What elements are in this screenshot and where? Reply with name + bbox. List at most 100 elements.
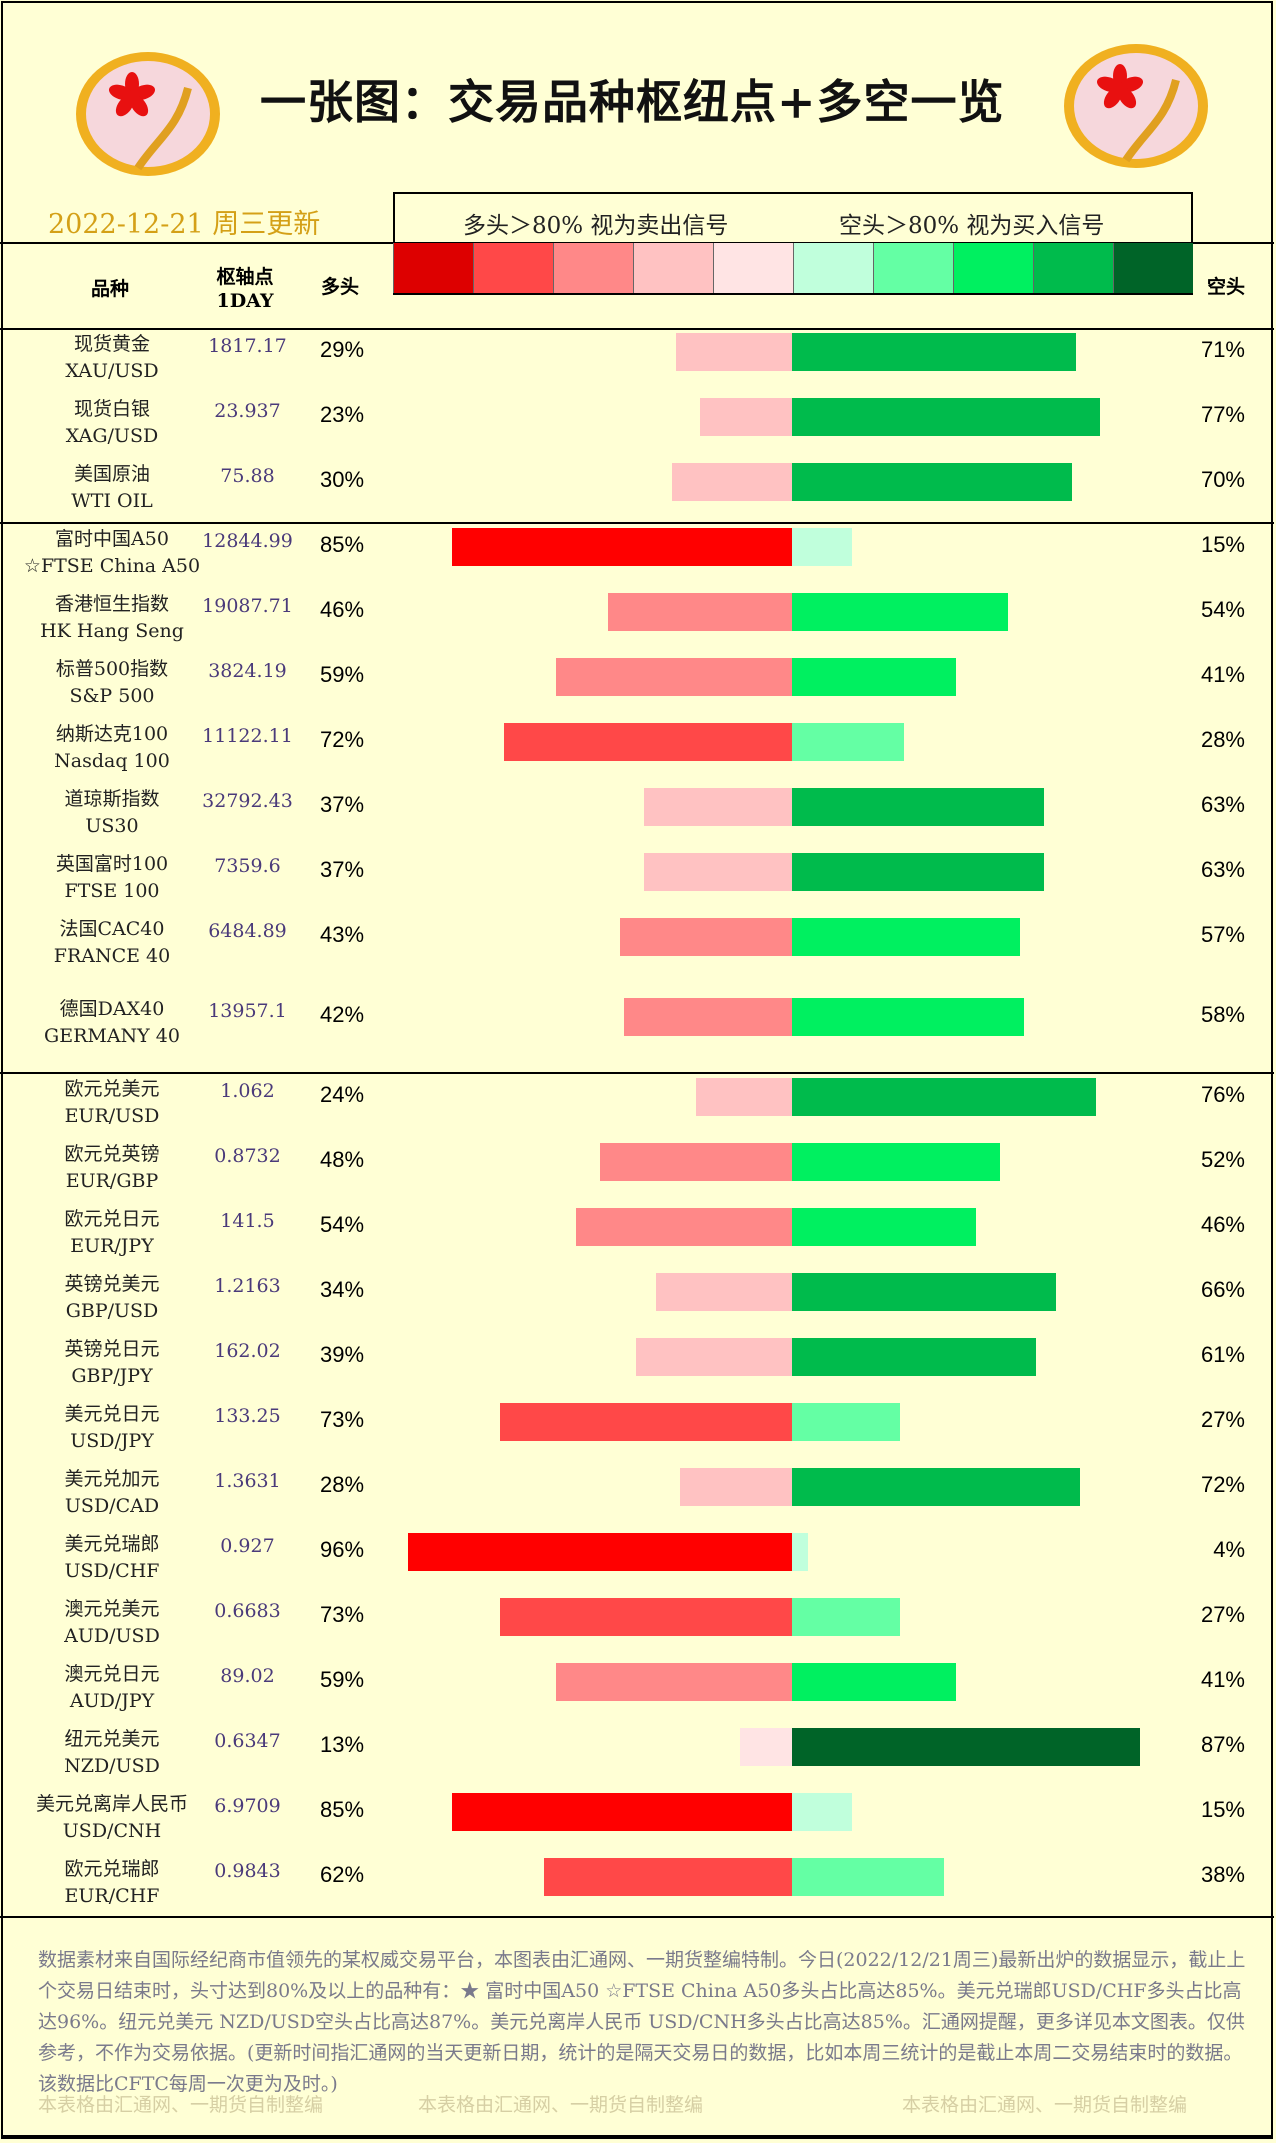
- name-en: AUD/USD: [64, 1625, 160, 1647]
- long-bar: [676, 333, 792, 371]
- pivot-value: 1.062: [220, 1080, 275, 1102]
- instrument-name: 澳元兑美元 AUD/USD: [22, 1596, 202, 1657]
- col-header-pivot-sub: 1DAY: [216, 290, 274, 312]
- pivot-value: 6484.89: [208, 920, 287, 942]
- legend-short-signal: 空头＞80% 视为买入信号: [839, 213, 1105, 239]
- long-percent: 59%: [320, 1667, 365, 1692]
- table-row: 标普500指数 S&P 500 3824.19 59% 41%: [0, 654, 1274, 719]
- pivot-value: 11122.11: [202, 725, 293, 747]
- credit-text: 本表格由汇通网、一期货自制整编: [902, 2094, 1188, 2116]
- instrument-name: 德国DAX40 GERMANY 40: [22, 996, 202, 1072]
- short-bar: [792, 1598, 900, 1636]
- long-percent: 39%: [320, 1342, 365, 1367]
- table-row: 欧元兑瑞郎 EUR/CHF 0.9843 62% 38%: [0, 1854, 1274, 1919]
- scale-swatch: [633, 243, 713, 293]
- long-bar: [620, 918, 792, 956]
- col-header-pivot: 枢轴点: [216, 266, 274, 288]
- pivot-value: 12844.99: [202, 530, 293, 552]
- long-bar: [556, 658, 792, 696]
- long-percent: 96%: [320, 1537, 365, 1562]
- group-divider: [0, 522, 1274, 524]
- name-en: S&P 500: [69, 685, 155, 707]
- instrument-name: 欧元兑美元 EUR/USD: [22, 1076, 202, 1137]
- table-row: 美国原油 WTI OIL 75.88 30% 70%: [0, 459, 1274, 524]
- short-bar: [792, 1403, 900, 1441]
- pivot-value: 0.6683: [214, 1600, 281, 1622]
- logo-left: [76, 52, 220, 176]
- scale-swatch: [1033, 243, 1113, 293]
- pivot-value: 75.88: [220, 465, 275, 487]
- name-cn: 现货黄金: [73, 333, 150, 355]
- name-en: USD/CNH: [62, 1820, 162, 1842]
- instrument-name: 法国CAC40 FRANCE 40: [22, 916, 202, 992]
- instrument-name: 美国原油 WTI OIL: [22, 461, 202, 522]
- short-percent: 27%: [1200, 1407, 1245, 1432]
- instrument-name: 欧元兑日元 EUR/JPY: [22, 1206, 202, 1267]
- name-en: ☆FTSE China A50: [23, 555, 201, 577]
- long-bar: [500, 1403, 792, 1441]
- long-percent: 37%: [320, 792, 365, 817]
- short-percent: 27%: [1200, 1602, 1245, 1627]
- name-cn: 富时中国A50: [55, 528, 169, 550]
- name-cn: 欧元兑日元: [64, 1208, 160, 1230]
- name-cn: 纽元兑美元: [64, 1728, 160, 1750]
- long-percent: 85%: [320, 1797, 365, 1822]
- name-en: US30: [85, 815, 139, 837]
- long-bar: [452, 528, 792, 566]
- long-percent: 72%: [320, 727, 365, 752]
- name-en: NZD/USD: [64, 1755, 160, 1777]
- footer-note: 数据素材来自国际经纪商市值领先的某权威交易平台，本图表由汇通网、一期货整编特制。…: [38, 1949, 1246, 2095]
- short-percent: 4%: [1213, 1537, 1245, 1562]
- color-scale: [393, 243, 1193, 295]
- short-bar: [792, 463, 1072, 501]
- name-cn: 英镑兑美元: [64, 1273, 160, 1295]
- table-row: 美元兑加元 USD/CAD 1.3631 28% 72%: [0, 1464, 1274, 1529]
- long-percent: 24%: [320, 1082, 365, 1107]
- col-header-long: 多头: [320, 276, 359, 298]
- short-percent: 63%: [1200, 792, 1245, 817]
- short-percent: 72%: [1200, 1472, 1245, 1497]
- long-percent: 73%: [320, 1602, 365, 1627]
- name-cn: 美元兑离岸人民币: [35, 1793, 188, 1815]
- long-bar: [656, 1273, 792, 1311]
- short-bar: [792, 1338, 1036, 1376]
- pivot-value: 0.6347: [214, 1730, 281, 1752]
- pivot-value: 1.2163: [214, 1275, 281, 1297]
- short-percent: 41%: [1200, 662, 1245, 687]
- long-percent: 28%: [320, 1472, 365, 1497]
- name-cn: 法国CAC40: [59, 918, 165, 940]
- short-percent: 46%: [1200, 1212, 1245, 1237]
- instrument-name: 富时中国A50 ☆FTSE China A50: [22, 526, 202, 588]
- long-bar: [644, 853, 792, 891]
- credit-text: 本表格由汇通网、一期货自制整编: [38, 2094, 324, 2116]
- long-percent: 13%: [320, 1732, 365, 1757]
- legend-long-signal: 多头＞80% 视为卖出信号: [463, 213, 729, 239]
- pivot-value: 141.5: [220, 1210, 275, 1232]
- short-percent: 38%: [1200, 1862, 1245, 1887]
- table-row: 美元兑日元 USD/JPY 133.25 73% 27%: [0, 1399, 1274, 1464]
- long-percent: 48%: [320, 1147, 365, 1172]
- pivot-value: 7359.6: [214, 855, 281, 877]
- long-bar: [544, 1858, 792, 1896]
- table-row: 现货白银 XAG/USD 23.937 23% 77%: [0, 394, 1274, 459]
- scale-swatch: [873, 243, 953, 293]
- long-percent: 23%: [320, 402, 365, 427]
- name-en: GBP/JPY: [71, 1365, 153, 1387]
- short-bar: [792, 788, 1044, 826]
- instrument-name: 美元兑瑞郎 USD/CHF: [22, 1531, 202, 1592]
- instrument-name: 纳斯达克100 Nasdaq 100: [22, 721, 202, 782]
- name-en: EUR/GBP: [65, 1170, 159, 1192]
- instrument-name: 现货黄金 XAU/USD: [22, 331, 202, 392]
- divider: [0, 328, 1274, 330]
- name-en: HK Hang Seng: [40, 620, 184, 642]
- instrument-name: 英镑兑日元 GBP/JPY: [22, 1336, 202, 1397]
- name-en: WTI OIL: [71, 490, 153, 512]
- short-percent: 61%: [1200, 1342, 1245, 1367]
- name-en: USD/CAD: [64, 1495, 160, 1517]
- pivot-value: 13957.1: [208, 1000, 287, 1022]
- page-title: 一张图：交易品种枢纽点+多空一览: [260, 75, 1005, 129]
- scale-swatch: [393, 243, 473, 293]
- divider: [0, 1916, 1274, 1918]
- short-percent: 41%: [1200, 1667, 1245, 1692]
- name-en: FRANCE 40: [53, 945, 171, 967]
